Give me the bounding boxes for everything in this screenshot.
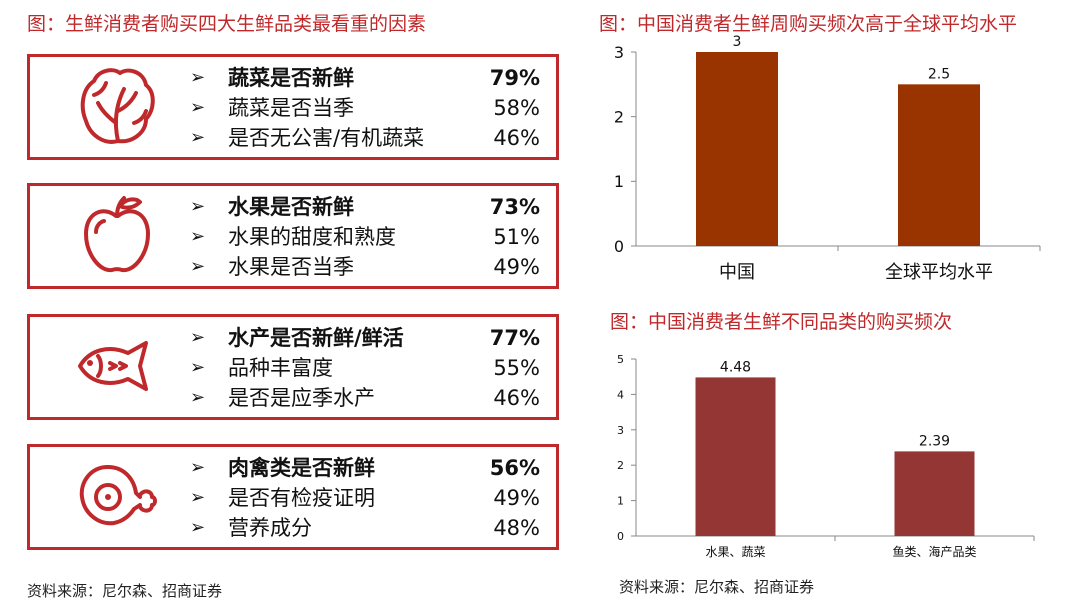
arrow-bullet-icon: ➢ <box>190 97 206 118</box>
y-tick-label: 1 <box>617 495 624 508</box>
right-source-note: 资料来源：尼尔森、招商证券 <box>619 578 815 596</box>
y-tick-label: 2 <box>614 107 624 126</box>
y-tick-label: 5 <box>617 353 624 366</box>
x-category-label: 水果、蔬菜 <box>705 545 765 559</box>
factor-percent: 49% <box>493 255 540 279</box>
factor-item: ➢ 水果是否新鲜 73% <box>190 192 540 222</box>
weekly-frequency-chart: 0 1 2 3 3 中国 2.5 全球平均水平 <box>614 34 1041 283</box>
vegetable-factor-box: ➢ 蔬菜是否新鲜 79% ➢ 蔬菜是否当季 58% ➢ 是否无公害/有机蔬菜 46% <box>27 54 559 160</box>
factor-label: 是否无公害/有机蔬菜 <box>228 126 425 150</box>
factor-label: 水果是否新鲜 <box>228 195 354 219</box>
bar <box>696 52 778 246</box>
meat-factor-box: ➢ 肉禽类是否新鲜 56% ➢ 是否有检疫证明 49% ➢ 营养成分 48% <box>27 444 559 550</box>
factor-label: 水产是否新鲜/鲜活 <box>228 326 404 350</box>
meat-leg-icon <box>79 465 157 526</box>
category-frequency-chart: 0 1 2 3 4 5 4.48 水果、蔬菜 2.39 鱼类、海产品类 <box>617 353 1035 559</box>
data-label: 2.39 <box>919 433 950 449</box>
factor-item: ➢ 品种丰富度 55% <box>190 353 540 383</box>
factor-percent: 55% <box>493 356 540 380</box>
x-category-label: 全球平均水平 <box>885 262 993 283</box>
factor-label: 是否有检疫证明 <box>228 486 375 510</box>
factor-percent: 56% <box>489 456 540 480</box>
lettuce-icon <box>80 68 155 144</box>
arrow-bullet-icon: ➢ <box>190 357 206 378</box>
factor-label: 水果是否当季 <box>228 255 354 279</box>
y-tick-label: 3 <box>614 43 624 62</box>
arrow-bullet-icon: ➢ <box>190 127 206 148</box>
factor-label: 蔬菜是否新鲜 <box>228 66 354 90</box>
factor-item: ➢ 是否有检疫证明 49% <box>190 483 540 513</box>
left-source-note: 资料来源：尼尔森、招商证券 <box>27 582 223 600</box>
factor-label: 肉禽类是否新鲜 <box>228 456 375 480</box>
arrow-bullet-icon: ➢ <box>190 226 206 247</box>
bar <box>898 84 980 246</box>
vegetable-factor-list: ➢ 蔬菜是否新鲜 79% ➢ 蔬菜是否当季 58% ➢ 是否无公害/有机蔬菜 46% <box>190 63 540 153</box>
arrow-bullet-icon: ➢ <box>190 517 206 538</box>
y-tick-label: 0 <box>614 237 624 256</box>
factor-percent: 48% <box>493 516 540 540</box>
factor-item: ➢ 营养成分 48% <box>190 513 540 543</box>
y-tick-label: 2 <box>617 459 624 472</box>
data-label: 3 <box>733 34 742 50</box>
factor-percent: 77% <box>489 326 540 350</box>
factor-item: ➢ 肉禽类是否新鲜 56% <box>190 453 540 483</box>
y-tick-label: 3 <box>617 424 624 437</box>
factor-percent: 49% <box>493 486 540 510</box>
bar <box>695 377 776 536</box>
data-label: 4.48 <box>720 359 751 375</box>
factor-label: 蔬菜是否当季 <box>228 96 354 120</box>
fish-icon <box>78 341 148 391</box>
left-figure-title: 图：生鲜消费者购买四大生鲜品类最看重的因素 <box>27 13 427 35</box>
category-frequency-chart-title: 图：中国消费者生鲜不同品类的购买频次 <box>610 311 953 333</box>
y-tick-label: 0 <box>617 530 624 543</box>
factor-label: 营养成分 <box>228 516 312 540</box>
factor-item: ➢ 水果的甜度和熟度 51% <box>190 222 540 252</box>
factor-percent: 73% <box>489 195 540 219</box>
apple-icon <box>84 196 150 273</box>
arrow-bullet-icon: ➢ <box>190 457 206 478</box>
arrow-bullet-icon: ➢ <box>190 327 206 348</box>
arrow-bullet-icon: ➢ <box>190 387 206 408</box>
factor-item: ➢ 是否是应季水产 46% <box>190 383 540 413</box>
fruit-factor-box: ➢ 水果是否新鲜 73% ➢ 水果的甜度和熟度 51% ➢ 水果是否当季 49% <box>27 183 559 289</box>
factor-item: ➢ 水果是否当季 49% <box>190 252 540 282</box>
factor-percent: 46% <box>493 386 540 410</box>
meat-factor-list: ➢ 肉禽类是否新鲜 56% ➢ 是否有检疫证明 49% ➢ 营养成分 48% <box>190 453 540 543</box>
factor-item: ➢ 蔬菜是否当季 58% <box>190 93 540 123</box>
factor-label: 水果的甜度和熟度 <box>228 225 396 249</box>
seafood-factor-list: ➢ 水产是否新鲜/鲜活 77% ➢ 品种丰富度 55% ➢ 是否是应季水产 46% <box>190 323 540 413</box>
data-label: 2.5 <box>928 66 950 82</box>
factor-item: ➢ 是否无公害/有机蔬菜 46% <box>190 123 540 153</box>
factor-label: 品种丰富度 <box>228 356 333 380</box>
seafood-factor-box: ➢ 水产是否新鲜/鲜活 77% ➢ 品种丰富度 55% ➢ 是否是应季水产 46% <box>27 314 559 420</box>
fruit-factor-list: ➢ 水果是否新鲜 73% ➢ 水果的甜度和熟度 51% ➢ 水果是否当季 49% <box>190 192 540 282</box>
arrow-bullet-icon: ➢ <box>190 487 206 508</box>
bar <box>894 451 975 536</box>
y-tick-label: 1 <box>614 172 624 191</box>
factor-percent: 51% <box>493 225 540 249</box>
x-category-label: 鱼类、海产品类 <box>892 544 976 559</box>
factor-label: 是否是应季水产 <box>228 386 375 410</box>
arrow-bullet-icon: ➢ <box>190 196 206 217</box>
arrow-bullet-icon: ➢ <box>190 67 206 88</box>
factor-item: ➢ 蔬菜是否新鲜 79% <box>190 63 540 93</box>
weekly-frequency-chart-title: 图：中国消费者生鲜周购买频次高于全球平均水平 <box>599 13 1018 35</box>
factor-percent: 46% <box>493 126 540 150</box>
factor-percent: 79% <box>489 66 540 90</box>
arrow-bullet-icon: ➢ <box>190 256 206 277</box>
factor-item: ➢ 水产是否新鲜/鲜活 77% <box>190 323 540 353</box>
y-tick-label: 4 <box>617 388 624 401</box>
factor-percent: 58% <box>493 96 540 120</box>
x-category-label: 中国 <box>719 262 755 283</box>
